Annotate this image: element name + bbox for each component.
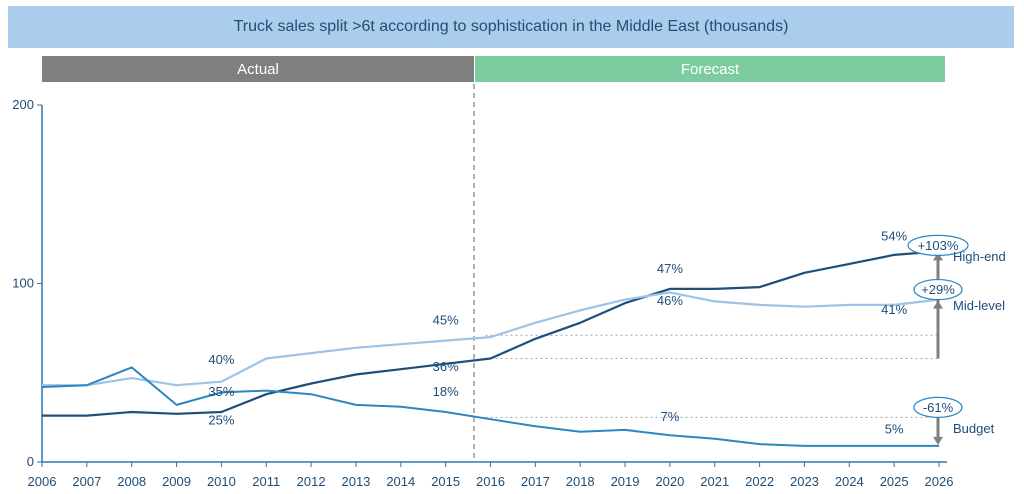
x-tick-label: 2011 xyxy=(252,474,280,489)
forecast-period-label: Forecast xyxy=(680,60,740,78)
x-tick-label: 2022 xyxy=(745,474,774,489)
share-data-label: 25% xyxy=(208,413,234,428)
growth-badge-outline xyxy=(907,234,969,256)
y-tick-label: 200 xyxy=(12,97,34,112)
growth-badge-label: +29% xyxy=(921,282,955,297)
x-tick-label: 2012 xyxy=(297,474,326,489)
series-line-mid-level xyxy=(42,291,940,387)
x-tick-label: 2006 xyxy=(28,474,57,489)
share-data-label: 47% xyxy=(657,261,683,276)
x-tick-label: 2009 xyxy=(162,474,191,489)
share-data-label: 46% xyxy=(657,293,683,308)
series-name-label: Budget xyxy=(953,421,995,436)
y-tick-label: 100 xyxy=(12,276,34,291)
chart-title-bar: Truck sales split >6t according to sophi… xyxy=(8,6,1014,48)
growth-badge-label: +103% xyxy=(918,238,959,253)
x-tick-label: 2020 xyxy=(655,474,684,489)
growth-badge-label: -61% xyxy=(923,400,954,415)
x-tick-label: 2014 xyxy=(386,474,415,489)
x-tick-label: 2024 xyxy=(835,474,864,489)
x-tick-label: 2021 xyxy=(700,474,729,489)
x-tick-label: 2026 xyxy=(925,474,954,489)
x-tick-label: 2018 xyxy=(566,474,595,489)
high-end-growth-arrow-head xyxy=(933,252,943,261)
growth-badge-outline xyxy=(913,396,963,418)
x-tick-label: 2010 xyxy=(207,474,236,489)
share-data-label: 36% xyxy=(433,359,459,374)
x-tick-label: 2016 xyxy=(476,474,505,489)
x-tick-label: 2019 xyxy=(611,474,640,489)
share-data-label: 40% xyxy=(208,352,234,367)
x-tick-label: 2007 xyxy=(72,474,101,489)
actual-period-label: Actual xyxy=(237,60,279,78)
budget-growth-arrow-head xyxy=(933,436,943,445)
share-data-label: 7% xyxy=(661,409,680,424)
series-name-label: High-end xyxy=(953,249,1006,264)
chart-title: Truck sales split >6t according to sophi… xyxy=(233,18,789,35)
y-tick-label: 0 xyxy=(27,454,34,469)
x-tick-label: 2015 xyxy=(431,474,460,489)
series-name-label: Mid-level xyxy=(953,298,1005,313)
mid-level-growth-arrow-head xyxy=(933,300,943,309)
series-line-budget xyxy=(41,366,939,447)
x-tick-label: 2008 xyxy=(117,474,146,489)
series-line-high-end xyxy=(42,250,940,417)
x-tick-label: 2013 xyxy=(341,474,370,489)
share-data-label: 18% xyxy=(433,384,459,399)
x-tick-label: 2025 xyxy=(880,474,909,489)
share-data-label: 5% xyxy=(885,421,904,436)
share-data-label: 45% xyxy=(433,313,459,328)
share-data-label: 41% xyxy=(881,302,907,317)
share-data-label: 35% xyxy=(208,384,234,399)
forecast-period-bar: Forecast xyxy=(475,56,945,82)
growth-badge-outline xyxy=(913,278,963,301)
x-tick-label: 2023 xyxy=(790,474,819,489)
x-tick-label: 2017 xyxy=(521,474,550,489)
actual-period-bar: Actual xyxy=(42,56,474,82)
share-data-label: 54% xyxy=(881,229,907,244)
